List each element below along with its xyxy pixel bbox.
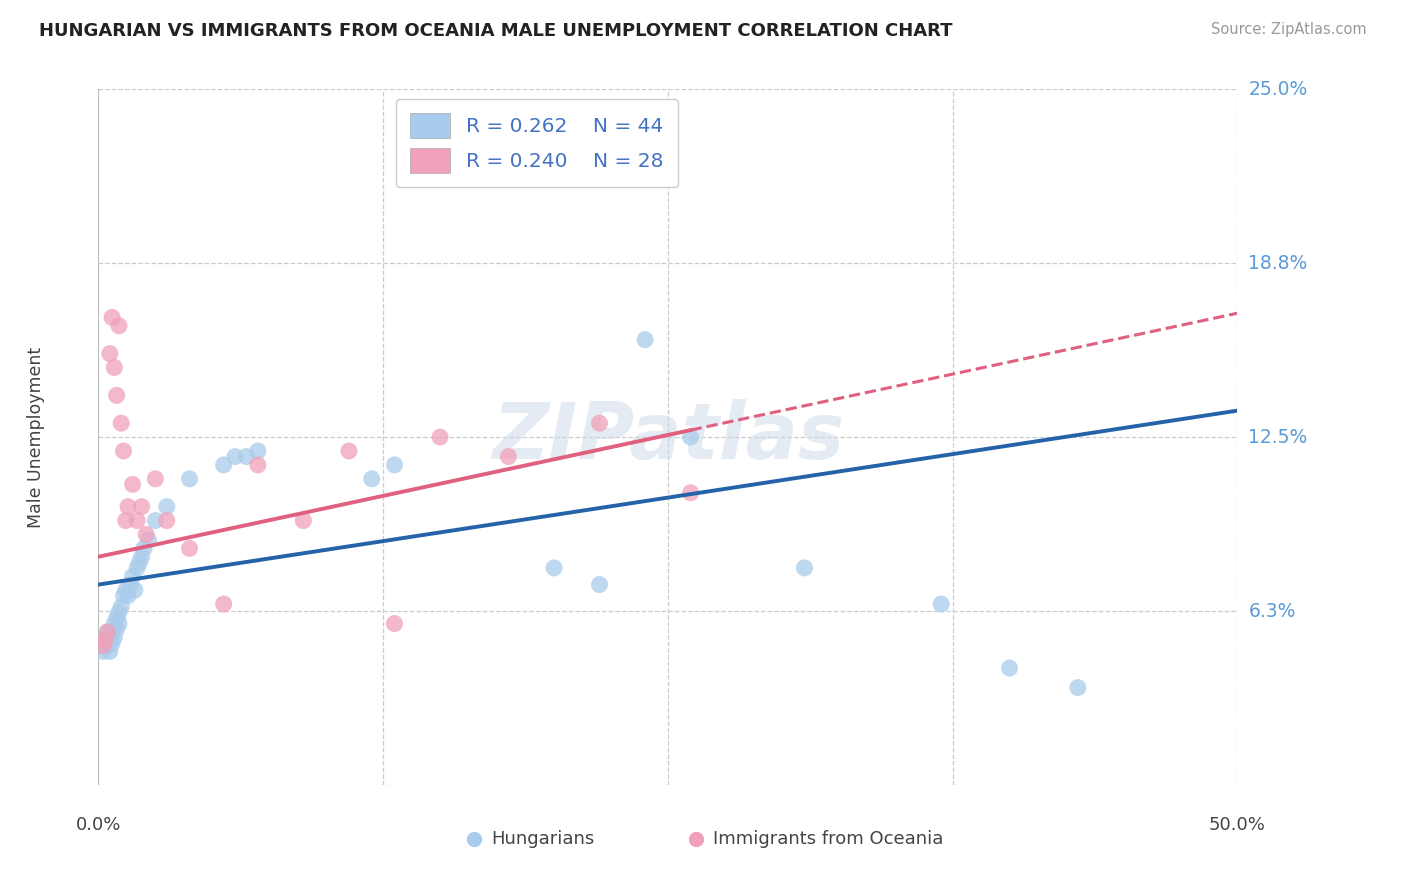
- Point: [384, 458, 406, 472]
- Point: [127, 561, 149, 575]
- Legend: R = 0.262    N = 44, R = 0.240    N = 28: R = 0.262 N = 44, R = 0.240 N = 28: [396, 99, 678, 186]
- Point: [543, 561, 565, 575]
- Point: [101, 636, 124, 650]
- Point: [101, 310, 124, 325]
- Point: [179, 472, 201, 486]
- Point: [124, 583, 146, 598]
- Point: [179, 541, 201, 556]
- Point: [121, 569, 143, 583]
- Point: [337, 444, 360, 458]
- Text: ZIPatlas: ZIPatlas: [492, 399, 844, 475]
- Text: 25.0%: 25.0%: [1249, 79, 1308, 99]
- Point: [156, 514, 179, 528]
- Point: [156, 500, 179, 514]
- Point: [91, 644, 114, 658]
- Point: [131, 549, 153, 564]
- Point: [105, 388, 128, 402]
- Point: [94, 639, 117, 653]
- Point: [132, 541, 155, 556]
- Point: [96, 624, 118, 639]
- Point: [112, 444, 135, 458]
- Point: [120, 577, 142, 591]
- Point: [292, 514, 315, 528]
- Point: [588, 577, 610, 591]
- Point: [108, 616, 131, 631]
- Text: 0.0%: 0.0%: [76, 815, 121, 833]
- Point: [246, 458, 269, 472]
- Point: [110, 416, 132, 430]
- Point: [224, 450, 246, 464]
- Point: [98, 346, 121, 360]
- Point: [138, 533, 160, 547]
- Point: [108, 606, 131, 620]
- Point: [679, 430, 702, 444]
- Point: [121, 477, 143, 491]
- Point: [384, 616, 406, 631]
- Point: [793, 561, 815, 575]
- Text: 50.0%: 50.0%: [1209, 815, 1265, 833]
- Point: [105, 622, 128, 636]
- Point: [94, 633, 117, 648]
- Point: [110, 599, 132, 614]
- Point: [360, 472, 382, 486]
- Point: [145, 472, 167, 486]
- Point: [98, 633, 121, 648]
- Point: [96, 624, 118, 639]
- Point: [96, 639, 118, 653]
- Point: [112, 589, 135, 603]
- Point: [117, 589, 139, 603]
- Point: [131, 500, 153, 514]
- Point: [235, 450, 257, 464]
- Text: Male Unemployment: Male Unemployment: [27, 346, 45, 528]
- Text: HUNGARIAN VS IMMIGRANTS FROM OCEANIA MALE UNEMPLOYMENT CORRELATION CHART: HUNGARIAN VS IMMIGRANTS FROM OCEANIA MAL…: [39, 22, 953, 40]
- Point: [212, 597, 235, 611]
- Point: [128, 555, 150, 569]
- Point: [103, 360, 125, 375]
- Point: [1067, 681, 1090, 695]
- Point: [929, 597, 952, 611]
- Text: Immigrants from Oceania: Immigrants from Oceania: [713, 830, 943, 848]
- Point: [105, 611, 128, 625]
- Point: [114, 583, 136, 598]
- Point: [91, 639, 114, 653]
- Point: [998, 661, 1021, 675]
- Text: Hungarians: Hungarians: [491, 830, 595, 848]
- Text: 18.8%: 18.8%: [1249, 253, 1308, 273]
- Point: [135, 527, 157, 541]
- Point: [98, 644, 121, 658]
- Point: [94, 633, 117, 648]
- Text: 12.5%: 12.5%: [1249, 427, 1308, 447]
- Text: Source: ZipAtlas.com: Source: ZipAtlas.com: [1211, 22, 1367, 37]
- Point: [246, 444, 269, 458]
- Point: [212, 458, 235, 472]
- Point: [145, 514, 167, 528]
- Point: [108, 318, 131, 333]
- Point: [679, 485, 702, 500]
- Point: [127, 514, 149, 528]
- Point: [117, 500, 139, 514]
- Text: 6.3%: 6.3%: [1249, 601, 1296, 621]
- Point: [588, 416, 610, 430]
- Point: [634, 333, 657, 347]
- Point: [498, 450, 520, 464]
- Point: [429, 430, 451, 444]
- Point: [114, 514, 136, 528]
- Point: [103, 616, 125, 631]
- Point: [101, 624, 124, 639]
- Point: [103, 631, 125, 645]
